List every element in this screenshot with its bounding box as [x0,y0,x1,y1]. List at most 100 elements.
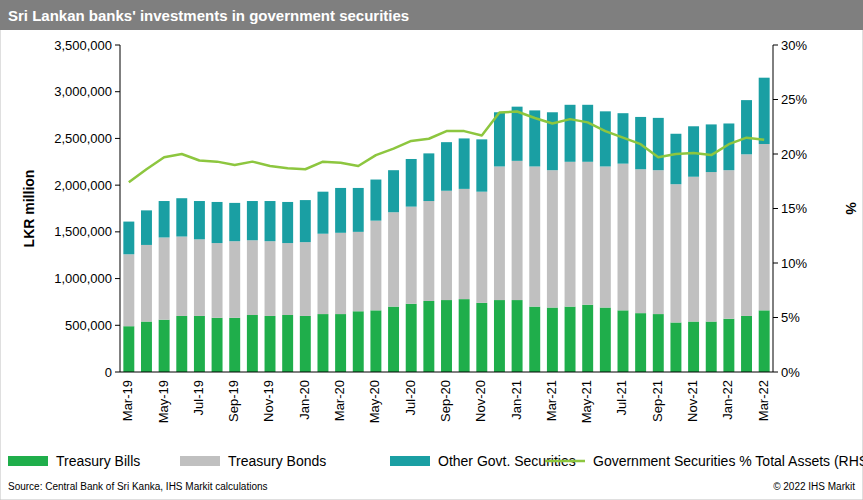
bar [600,166,611,307]
bar [317,192,328,234]
background [0,0,863,500]
bar [212,318,223,372]
bar [300,242,311,316]
bar [335,233,346,314]
bar [600,111,611,166]
bar [547,308,558,372]
bar [282,202,293,243]
bar [370,310,381,372]
x-tick-label: Jul-19 [191,380,206,415]
marks [123,78,769,372]
x-tick-label: Mar-22 [756,380,771,421]
y-tick-label: 3,000,000 [54,84,112,99]
bar [159,237,170,319]
x-tick-label: Jan-20 [297,380,312,420]
title: Sri Lankan banks' investments in governm… [8,7,409,24]
y-tick [115,278,120,279]
y2-tick-label: 30% [781,38,807,53]
bar [212,243,223,318]
bar [459,138,470,188]
y2-tick-label: 25% [781,92,807,107]
bar [141,245,152,322]
bar [441,191,452,300]
bar [741,316,752,372]
bar [423,153,434,201]
bar [476,192,487,303]
bar [335,314,346,372]
bar [565,162,576,307]
bar [123,326,134,372]
x-tick-label: May-20 [367,380,382,423]
bar [265,201,276,241]
y2-tick-label: 0% [781,365,800,380]
bar [565,105,576,162]
bar [159,320,170,372]
bar [494,166,505,300]
y2-tick-label: 15% [781,201,807,216]
x-tick-label: Jan-22 [720,380,735,420]
bar [512,300,523,372]
x-axis [120,372,773,373]
bar [370,180,381,221]
bar [706,124,717,172]
y2-tick-label: 5% [781,310,800,325]
bar [123,254,134,326]
bar [600,308,611,372]
bar [229,241,240,318]
bar [159,201,170,237]
bar [282,315,293,372]
x-tick-label: Sep-21 [650,380,665,422]
bar [212,202,223,243]
bar [300,316,311,372]
y2-tick-label: 10% [781,256,807,271]
bar [635,313,646,372]
title-bar [0,0,863,30]
bar [176,237,187,316]
bar [723,319,734,372]
bar [759,144,770,310]
bar [176,316,187,372]
bar [229,318,240,372]
bar [229,203,240,241]
bar [547,112,558,170]
bar [476,139,487,191]
legend-label: Treasury Bonds [228,453,326,469]
y-tick [115,372,120,373]
bar [123,222,134,255]
y-tick-label: 2,500,000 [54,131,112,146]
x-tick-label: Nov-20 [473,380,488,422]
source: Source: Central Bank of Sri Kanka, IHS M… [8,481,268,492]
x-tick-label: Sep-20 [438,380,453,422]
bar [317,234,328,314]
y-tick [115,325,120,326]
legend-swatch [545,460,585,463]
y2-tick-label: 20% [781,147,807,162]
bar [759,78,770,144]
bar [335,188,346,233]
bar [706,172,717,321]
copyright: © 2022 IHS Markit [773,481,855,492]
bar [741,154,752,316]
legend-swatch [180,456,220,466]
y-tick-label: 2,000,000 [54,178,112,193]
bar [423,301,434,372]
bar [406,207,417,304]
bar [441,300,452,372]
bar [476,303,487,372]
bar [194,316,205,372]
x-tick-label: Mar-21 [544,380,559,421]
bar [582,305,593,372]
bar [247,240,258,315]
legend-label: Treasury Bills [56,453,140,469]
y2-tick [773,45,778,46]
x-tick-label: Mar-19 [120,380,135,421]
bar [176,198,187,236]
bar [688,177,699,322]
bar [723,170,734,319]
y2-tick [773,154,778,155]
bar [406,159,417,207]
bar [653,170,664,314]
bar [688,322,699,372]
x-tick-label: Nov-21 [685,380,700,422]
bar [265,316,276,372]
